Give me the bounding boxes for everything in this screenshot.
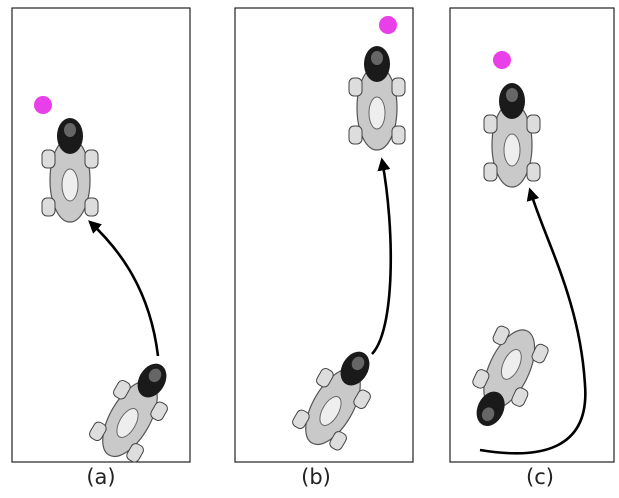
target: [379, 16, 397, 34]
panel-label: (a): [86, 465, 115, 489]
target: [34, 96, 52, 114]
panel-frame: [450, 8, 614, 462]
panel-frame: [12, 8, 190, 462]
figure: (a) (b) (c): [0, 0, 619, 498]
panel-label: (c): [526, 465, 554, 489]
target: [493, 51, 511, 69]
panel-label: (b): [301, 465, 331, 489]
